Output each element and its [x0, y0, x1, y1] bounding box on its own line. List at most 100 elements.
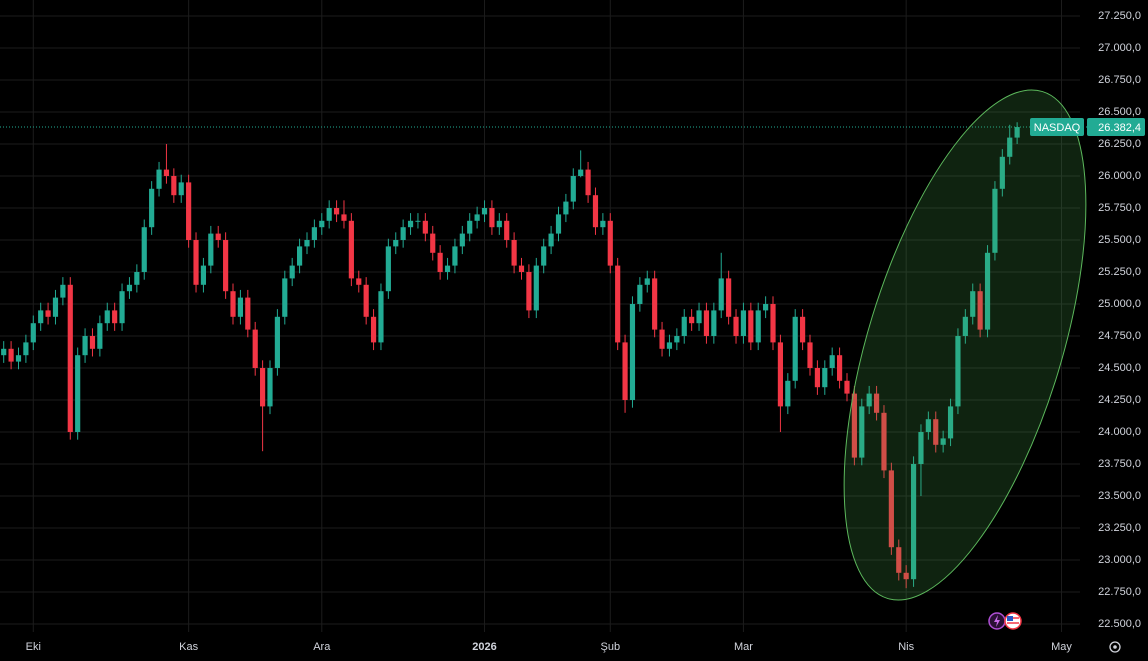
- candle-body: [430, 233, 436, 253]
- x-tick-label: Nis: [898, 641, 914, 653]
- candle-body: [289, 265, 295, 279]
- candle-body: [962, 316, 968, 336]
- symbol-label: NASDAQ: [1034, 122, 1081, 134]
- candle-body: [378, 291, 384, 343]
- candle-body: [652, 278, 658, 330]
- y-tick-label: 24.250,0: [1098, 394, 1141, 406]
- candle-body: [422, 220, 428, 234]
- candle-body: [8, 348, 14, 362]
- candle-body: [237, 297, 243, 317]
- candle-body: [1007, 137, 1013, 157]
- candle-body: [89, 336, 96, 349]
- candle-body: [474, 214, 480, 221]
- candle-body: [814, 368, 820, 388]
- candle-body: [622, 342, 628, 400]
- candle-body: [489, 208, 495, 228]
- y-tick-label: 25.500,0: [1098, 234, 1141, 246]
- candle-body: [740, 310, 747, 336]
- y-tick-label: 25.750,0: [1098, 202, 1141, 214]
- candle-body: [104, 310, 110, 324]
- candle-body: [570, 176, 576, 202]
- candle-body: [15, 355, 22, 362]
- candle-body: [400, 227, 406, 240]
- candle-body: [800, 316, 806, 343]
- candle-body: [600, 220, 606, 228]
- candle-body: [223, 240, 229, 292]
- candle-body: [356, 278, 362, 285]
- candle-body: [644, 278, 650, 285]
- y-tick-label: 26.500,0: [1098, 106, 1141, 118]
- candle-body: [385, 246, 391, 292]
- candle-body: [163, 169, 170, 176]
- symbol-tag: [1030, 118, 1084, 137]
- x-tick-label: 2026: [472, 641, 496, 653]
- y-tick-label: 23.000,0: [1098, 554, 1141, 566]
- y-tick-label: 24.500,0: [1098, 362, 1141, 374]
- candle-body: [245, 297, 251, 330]
- candle-body: [822, 368, 828, 388]
- candle-body: [215, 233, 221, 240]
- candle-body: [910, 464, 917, 580]
- candle-body: [785, 380, 791, 407]
- candle-body: [45, 310, 51, 317]
- x-tick-label: May: [1051, 641, 1072, 653]
- candle-body: [829, 355, 835, 368]
- candle-body: [873, 393, 880, 413]
- settings-icon[interactable]: [1109, 641, 1121, 653]
- event-icons[interactable]: [988, 612, 1022, 630]
- axis-labels: 22.500,0 22.750,0 23.000,0 23.250,0 23.500,0…: [26, 10, 1145, 653]
- candle-body: [481, 208, 488, 215]
- candle-body: [807, 342, 813, 368]
- candle-body: [896, 547, 902, 573]
- candle-body: [970, 291, 976, 317]
- candle-body: [955, 336, 961, 407]
- candle-body: [888, 470, 894, 548]
- candle-body: [186, 182, 192, 240]
- candle-body: [260, 368, 266, 407]
- candle-body: [459, 233, 465, 247]
- candle-body: [171, 176, 177, 196]
- y-tick-label: 24.750,0: [1098, 330, 1141, 342]
- settings-button[interactable]: [1109, 641, 1121, 653]
- candle-body: [97, 323, 103, 349]
- candle-body: [792, 316, 798, 381]
- candle-body: [615, 265, 621, 343]
- candle-body: [407, 220, 414, 228]
- x-tick-label: Şub: [600, 641, 620, 653]
- candle-body: [82, 336, 88, 356]
- candle-body: [393, 240, 399, 247]
- candle-body: [452, 246, 458, 266]
- candle-body: [726, 278, 732, 317]
- candle-body: [689, 316, 695, 324]
- candle-body: [925, 419, 931, 432]
- candle-body: [496, 220, 502, 228]
- candle-body: [178, 182, 184, 196]
- candle-body: [75, 355, 81, 432]
- y-tick-label: 22.500,0: [1098, 618, 1141, 630]
- candle-body: [548, 233, 554, 247]
- candle-body: [141, 227, 147, 272]
- candle-body: [1, 348, 7, 356]
- x-tick-label: Eki: [26, 641, 41, 653]
- candle-body: [563, 201, 569, 215]
- candle-body: [252, 329, 258, 368]
- candle-body: [415, 220, 421, 222]
- candle-body: [282, 278, 288, 317]
- candle-body: [23, 342, 29, 356]
- candle-body: [348, 220, 354, 279]
- candle-body: [933, 419, 939, 445]
- candle-body: [341, 214, 347, 221]
- candle-body: [274, 316, 280, 368]
- candle-body: [541, 246, 547, 266]
- price-label: 26.382,4: [1098, 122, 1141, 134]
- candle-body: [703, 310, 710, 336]
- candle-body: [467, 220, 473, 234]
- candle-body: [733, 316, 739, 336]
- candle-body: [112, 310, 118, 324]
- candle-body: [326, 208, 332, 221]
- candle-body: [504, 220, 510, 240]
- candle-body: [297, 246, 303, 266]
- candle-body: [60, 284, 66, 298]
